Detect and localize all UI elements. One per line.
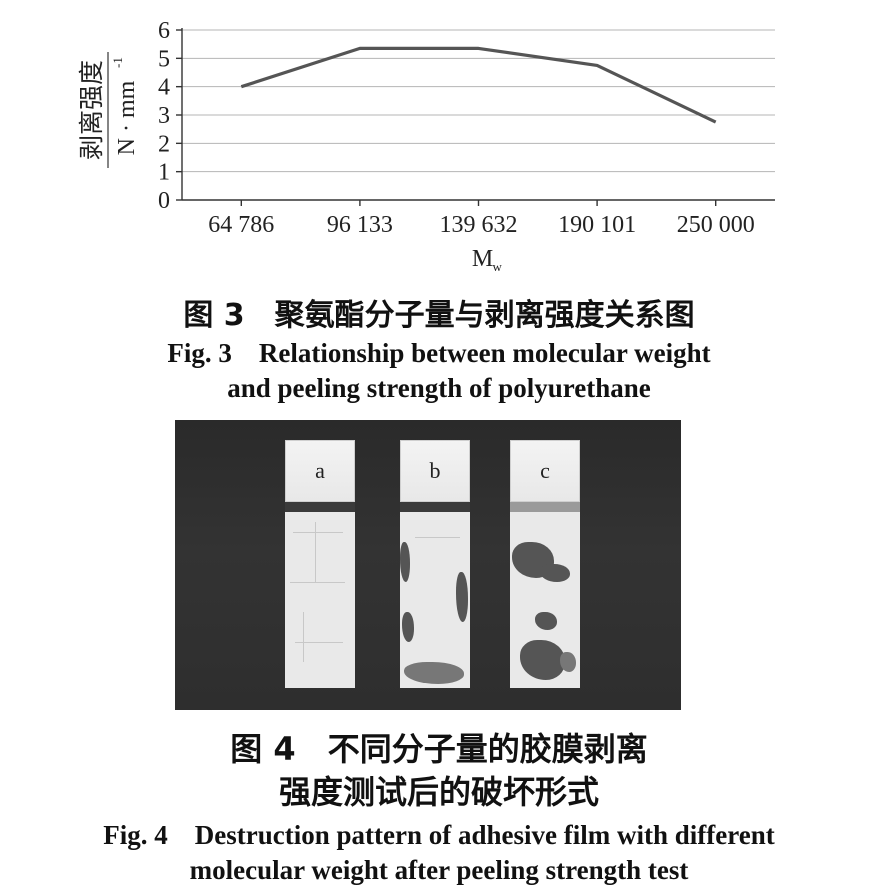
x-tick-label: 96 133: [327, 212, 393, 238]
x-tick-label: 190 101: [558, 212, 636, 238]
strip-body-a: [285, 512, 355, 688]
figure-4-caption-en-line-2: molecular weight after peeling strength …: [189, 855, 689, 885]
figure-3-caption-en-line-1: Fig. 3 Relationship between molecular we…: [167, 338, 711, 368]
axes: [176, 28, 775, 206]
x-tick-label: 139 632: [440, 212, 518, 238]
strip-body-b: [400, 512, 470, 688]
strip-clamp-band: [285, 502, 355, 512]
strip-label-a: a: [285, 440, 355, 502]
series: [240, 46, 717, 124]
figure-4-caption-cn-line-2: 强度测试后的破坏形式: [278, 773, 599, 811]
x-axis-label-text: M: [472, 246, 493, 272]
figure-4-caption-en-line-1: Fig. 4 Destruction pattern of adhesive f…: [103, 820, 775, 850]
strip-label-c: c: [510, 440, 580, 502]
x-tick-label: 250 000: [677, 212, 755, 238]
y-tick-label: 3: [158, 103, 170, 129]
y-axis-label: 剥离强度 N · mm -1: [77, 52, 140, 168]
strip-body-c: [510, 512, 580, 688]
figure-3-caption-en-line-2: and peeling strength of polyurethane: [227, 373, 651, 403]
x-axis-label-sub: w: [493, 259, 503, 274]
x-tick-label: 64 786: [208, 212, 274, 238]
y-axis-label-unit: N · mm: [114, 80, 140, 155]
y-tick-label: 1: [158, 160, 170, 186]
film-strip-c: c: [510, 440, 580, 688]
y-tick-labels: 01 234 56: [158, 18, 170, 214]
y-tick-label: 0: [158, 188, 170, 214]
film-strip-b: b: [400, 440, 470, 688]
y-tick-label: 6: [158, 18, 170, 44]
figure-4-caption-cn-line-1: 图 4 不同分子量的胶膜剥离: [230, 730, 648, 768]
x-tick-labels: 64 786 96 133 139 632 190 101 250 000: [208, 212, 754, 238]
film-strip-a: a: [285, 440, 355, 688]
y-axis-label-cn: 剥离强度: [77, 60, 106, 160]
y-tick-label: 4: [158, 75, 170, 101]
figure-4-photo: a b c: [175, 420, 681, 710]
grid: [182, 29, 775, 173]
line-chart-svg: 01 234 56 64 786 96 133 139 632 190 101 250 00…: [158, 18, 775, 274]
strip-clamp-band: [510, 502, 580, 512]
y-tick-label: 2: [158, 131, 170, 157]
strip-clamp-band: [400, 502, 470, 512]
strip-label-b: b: [400, 440, 470, 502]
figure-3-caption-cn: 图 3 聚氨酯分子量与剥离强度关系图: [183, 298, 695, 333]
y-tick-label: 5: [158, 46, 170, 72]
y-axis-label-unit-sup: -1: [110, 57, 125, 68]
series-line: [240, 46, 717, 124]
